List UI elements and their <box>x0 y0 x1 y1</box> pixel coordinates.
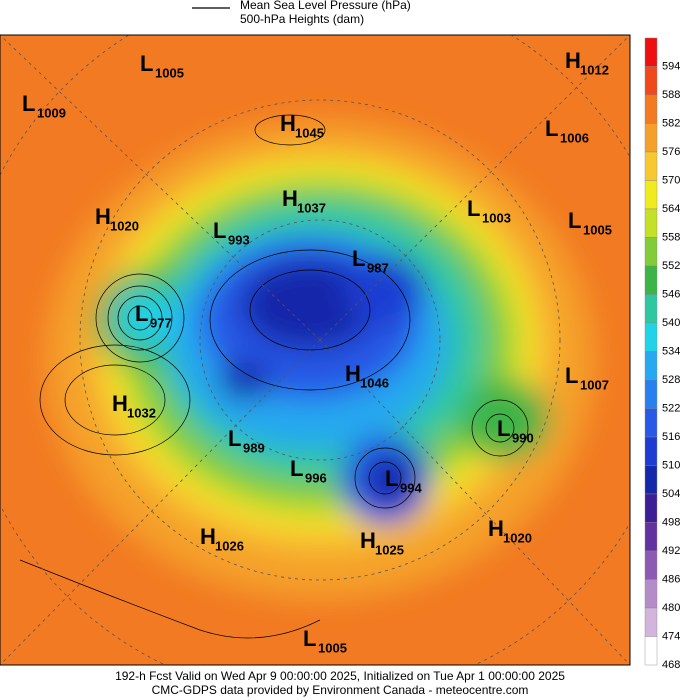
center-letter: L <box>140 51 153 76</box>
colorbar-swatch <box>644 351 658 381</box>
colorbar-swatch <box>644 322 658 352</box>
center-value: 1046 <box>360 375 389 390</box>
colorbar-label: 582 <box>662 117 680 129</box>
center-value: 1025 <box>375 542 404 557</box>
colorbar-label: 498 <box>662 516 680 528</box>
center-value: 990 <box>512 430 534 445</box>
colorbar-label: 546 <box>662 288 680 300</box>
colorbar-label: 588 <box>662 89 680 101</box>
footer-text: 192-h Fcst Valid on Wed Apr 9 00:00:00 2… <box>115 669 565 683</box>
colorbar-label: 534 <box>662 345 680 357</box>
colorbar-label: 522 <box>662 402 680 414</box>
legend-text: 500-hPa Heights (dam) <box>240 12 364 26</box>
map-frame <box>0 34 631 666</box>
center-value: 1032 <box>127 405 156 420</box>
center-value: 987 <box>367 260 389 275</box>
colorbar-swatch <box>644 436 658 466</box>
colorbar-swatch <box>644 123 658 153</box>
center-letter: L <box>135 301 148 326</box>
colorbar-label: 558 <box>662 231 680 243</box>
colorbar-swatch <box>644 522 658 552</box>
footer-text: CMC-GDPS data provided by Environment Ca… <box>152 683 529 697</box>
colorbar-label: 492 <box>662 545 680 557</box>
center-letter: L <box>497 416 510 441</box>
colorbar-swatch <box>644 237 658 267</box>
center-value: 1005 <box>155 65 184 80</box>
colorbar-swatch <box>644 208 658 238</box>
center-letter: H <box>112 391 128 416</box>
colorbar-label: 594 <box>662 60 680 72</box>
center-value: 1005 <box>583 222 612 237</box>
colorbar-label: 540 <box>662 317 680 329</box>
colorbar-label: 468 <box>662 659 680 671</box>
colorbar-label: 480 <box>662 602 680 614</box>
colorbar-swatch <box>644 180 658 210</box>
center-letter: L <box>22 91 35 116</box>
center-letter: L <box>352 246 365 271</box>
center-value: 996 <box>305 470 327 485</box>
center-letter: L <box>545 116 558 141</box>
colorbar-label: 504 <box>662 488 680 500</box>
center-letter: H <box>95 204 111 229</box>
center-value: 1009 <box>37 105 66 120</box>
center-letter: L <box>303 626 316 651</box>
colorbar-label: 486 <box>662 573 680 585</box>
center-letter: H <box>360 528 376 553</box>
colorbar-swatch <box>644 379 658 409</box>
center-value: 1037 <box>297 200 326 215</box>
colorbar-label: 528 <box>662 374 680 386</box>
legend-text: Mean Sea Level Pressure (hPa) <box>240 0 411 12</box>
colorbar-swatch <box>644 493 658 523</box>
center-letter: H <box>345 361 361 386</box>
center-value: 1006 <box>560 130 589 145</box>
colorbar-label: 564 <box>662 203 680 215</box>
center-letter: H <box>488 516 504 541</box>
colorbar-swatch <box>644 465 658 495</box>
center-letter: H <box>565 48 581 73</box>
center-value: 1007 <box>580 377 609 392</box>
center-letter: H <box>280 111 296 136</box>
center-letter: H <box>200 524 216 549</box>
colorbar-label: 474 <box>662 630 680 642</box>
center-value: 1020 <box>503 530 532 545</box>
colorbar-label: 576 <box>662 146 680 158</box>
center-letter: H <box>282 186 298 211</box>
colorbar-swatch <box>644 636 658 666</box>
colorbar-swatch <box>644 607 658 637</box>
colorbar-swatch <box>644 579 658 609</box>
center-letter: L <box>290 456 303 481</box>
colorbar-swatch <box>644 151 658 181</box>
colorbar-label: 570 <box>662 174 680 186</box>
colorbar-swatch <box>644 550 658 580</box>
center-letter: L <box>228 426 241 451</box>
center-letter: L <box>568 208 581 233</box>
colorbar-swatch <box>644 265 658 295</box>
colorbar-swatch <box>644 94 658 124</box>
center-value: 1003 <box>482 210 511 225</box>
center-value: 1005 <box>318 640 347 655</box>
center-value: 1012 <box>580 62 609 77</box>
colorbar-swatch <box>644 37 658 67</box>
colorbar-label: 510 <box>662 459 680 471</box>
colorbar-label: 516 <box>662 431 680 443</box>
center-letter: L <box>385 466 398 491</box>
center-letter: L <box>565 363 578 388</box>
center-value: 989 <box>243 440 265 455</box>
center-value: 977 <box>150 315 172 330</box>
center-value: 994 <box>400 480 422 495</box>
center-value: 1045 <box>295 125 324 140</box>
colorbar-label: 552 <box>662 260 680 272</box>
center-value: 993 <box>228 232 250 247</box>
colorbar-swatch <box>644 66 658 96</box>
center-letter: L <box>213 218 226 243</box>
center-value: 1020 <box>110 218 139 233</box>
center-value: 1026 <box>215 538 244 553</box>
colorbar-swatch <box>644 408 658 438</box>
colorbar-swatch <box>644 294 658 324</box>
center-letter: L <box>467 196 480 221</box>
